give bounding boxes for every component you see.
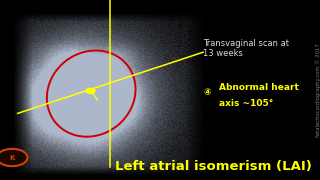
Text: fetalechocardiography.com © 2017: fetalechocardiography.com © 2017 xyxy=(316,43,320,137)
Text: K: K xyxy=(10,154,15,161)
Text: ④: ④ xyxy=(203,88,211,97)
Text: axis ~105°: axis ~105° xyxy=(219,99,274,108)
Circle shape xyxy=(0,149,28,166)
Circle shape xyxy=(86,88,95,93)
Text: Transvaginal scan at
13 weeks: Transvaginal scan at 13 weeks xyxy=(203,39,289,58)
Text: Abnormal heart: Abnormal heart xyxy=(219,83,299,92)
Text: Left atrial isomerism (LAI): Left atrial isomerism (LAI) xyxy=(115,160,312,173)
